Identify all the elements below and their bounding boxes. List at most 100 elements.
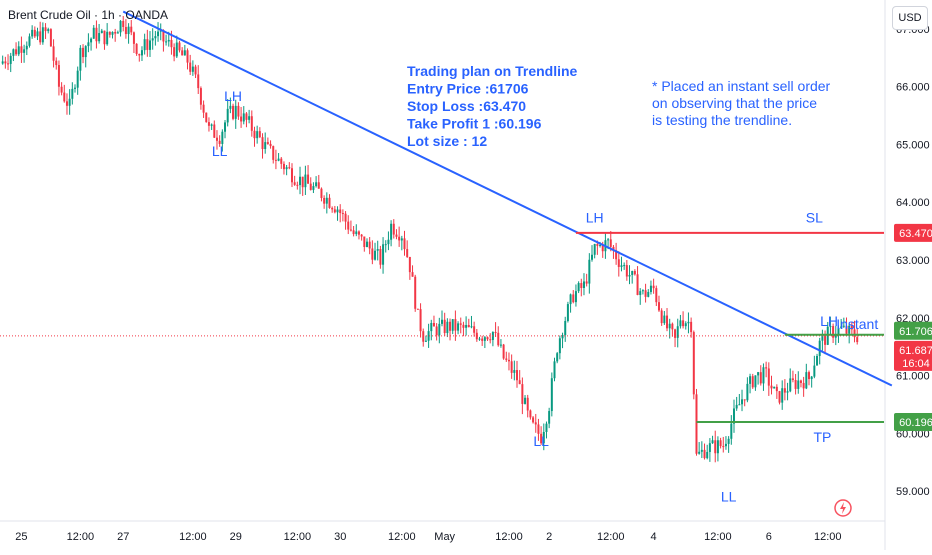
candle-body: [810, 376, 813, 380]
candle-body: [494, 332, 497, 334]
candle-body: [44, 27, 47, 32]
candle-body: [481, 338, 484, 341]
x-tick-label: 6: [766, 531, 772, 543]
candle-body: [157, 31, 160, 37]
candle-body: [770, 385, 773, 389]
trading-plan-line: Take Profit 1 :60.196: [407, 116, 542, 132]
symbol-title[interactable]: Brent Crude Oil · 1h · OANDA: [8, 8, 169, 22]
y-tick-label: 65.000: [896, 139, 930, 151]
candle-body: [625, 265, 628, 277]
price-tag-label: 63.470: [899, 228, 932, 240]
candle-body: [513, 370, 516, 373]
candle-body: [521, 384, 524, 404]
candle-body: [52, 46, 55, 61]
candle-body: [65, 101, 68, 106]
candle-body: [789, 378, 792, 392]
candle-body: [842, 325, 845, 327]
candle-body: [499, 344, 502, 346]
candle-body: [173, 47, 176, 57]
candle-body: [430, 322, 433, 332]
candle-body: [406, 249, 409, 257]
candle-body: [757, 372, 760, 376]
candle-body: [355, 231, 358, 235]
candle-body: [205, 112, 208, 123]
candle-body: [537, 424, 540, 434]
candle-body: [666, 315, 669, 329]
x-tick-label: 12:00: [495, 531, 523, 543]
candle-body: [786, 391, 789, 393]
candle-body: [106, 31, 109, 45]
candle-body: [540, 433, 543, 444]
candle-body: [237, 105, 240, 117]
y-tick-label: 61.000: [896, 371, 930, 383]
candle-body: [475, 332, 478, 340]
candle-body: [132, 32, 135, 44]
candle-body: [628, 274, 631, 277]
candle-body: [218, 140, 221, 144]
note-line: is testing the trendline.: [652, 112, 792, 128]
annotation-label: LH: [820, 313, 838, 329]
candle-body: [127, 26, 130, 35]
candle-body: [191, 66, 194, 72]
candle-body: [465, 324, 468, 328]
candle-body: [690, 321, 693, 333]
x-tick-label: 12:00: [597, 531, 625, 543]
candle-body: [199, 88, 202, 105]
candle-body: [240, 116, 243, 122]
candle-body: [781, 388, 784, 403]
candle-body: [154, 36, 157, 39]
candle-body: [282, 163, 285, 170]
candle-body: [424, 340, 427, 342]
candle-body: [582, 281, 585, 288]
candle-body: [333, 209, 336, 213]
candle-body: [95, 27, 98, 42]
candle-body: [700, 449, 703, 452]
candle-body: [615, 250, 618, 260]
candle-body: [47, 29, 50, 32]
candle-body: [663, 315, 666, 324]
candle-body: [256, 131, 259, 139]
x-tick-label: 12:00: [388, 531, 416, 543]
annotation-label: LL: [533, 433, 549, 449]
lightning-bolt-icon: [840, 502, 846, 514]
candle-body: [376, 249, 379, 251]
candle-body: [325, 197, 328, 204]
candle-body: [649, 285, 652, 292]
candle-body: [395, 234, 398, 237]
candle-body: [400, 238, 403, 241]
candle-body: [253, 130, 256, 139]
candle-body: [309, 183, 312, 190]
candle-body: [111, 31, 114, 35]
candle-body: [403, 238, 406, 250]
candle-body: [320, 188, 323, 198]
candle-body: [221, 131, 224, 144]
candle-body: [818, 340, 821, 356]
candle-body: [601, 244, 604, 252]
candle-body: [307, 174, 310, 184]
candle-body: [856, 337, 859, 343]
candle-body: [146, 39, 149, 50]
candle-body: [390, 223, 393, 240]
candle-body: [716, 440, 719, 454]
candle-body: [711, 440, 714, 444]
candle-body: [379, 249, 382, 265]
candle-body: [553, 361, 556, 379]
candle-body: [135, 43, 138, 54]
candle-body: [245, 113, 248, 120]
x-tick-label: 12:00: [704, 531, 732, 543]
candle-body: [261, 137, 264, 150]
currency-button[interactable]: USD: [892, 6, 928, 30]
lightning-icon[interactable]: [834, 499, 852, 517]
trendline[interactable]: [122, 10, 893, 387]
candle-body: [23, 49, 26, 53]
candle-body: [55, 60, 58, 66]
candle-body: [668, 323, 671, 329]
candle-body: [57, 65, 60, 87]
candle-body: [585, 281, 588, 284]
candle-body: [170, 39, 173, 48]
candle-body: [414, 276, 417, 309]
candle-body: [151, 38, 154, 41]
annotation-label: LH: [586, 209, 604, 225]
